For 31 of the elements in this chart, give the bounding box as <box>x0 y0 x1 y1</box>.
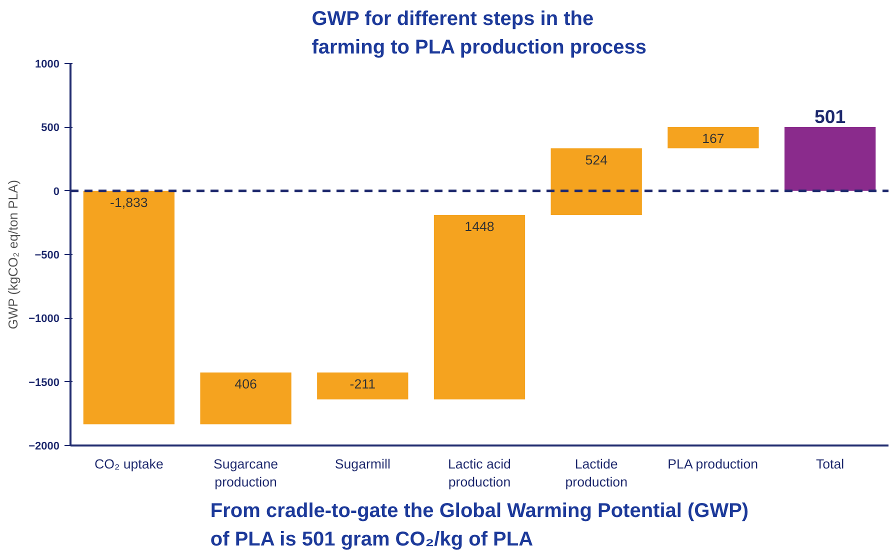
x-tick-label: Sugarcane production <box>214 456 278 490</box>
bar <box>434 215 526 400</box>
y-tick-label: −1000 <box>28 313 60 326</box>
x-tick-label: Lactide production <box>565 456 628 490</box>
data-label: 501 <box>814 106 846 128</box>
data-label: 1448 <box>464 219 494 234</box>
x-tick-label: Sugarmill <box>334 456 390 472</box>
data-label: 524 <box>585 152 608 168</box>
chart-title: GWP for different steps in the farming to PLA production process <box>312 8 647 58</box>
bar <box>668 127 759 148</box>
x-tick-label: CO₂ uptake <box>94 456 164 472</box>
data-label: 406 <box>234 376 257 392</box>
x-tick-label: Total <box>816 456 844 472</box>
x-tick-label: PLA production <box>668 456 758 472</box>
y-tick-label: 500 <box>41 122 60 134</box>
y-tick-label: 0 <box>53 186 60 198</box>
data-label: -1,833 <box>110 194 148 210</box>
y-axis-title: GWP (kgCO₂ eq/ton PLA) <box>6 180 21 330</box>
y-tick-label: 1000 <box>35 58 60 70</box>
bar <box>83 190 175 424</box>
bar <box>784 127 876 191</box>
y-tick-label: −500 <box>34 250 60 262</box>
text: From cradle-to-gate the Global Warming Potential (GWP) of PLA is 501 gram CO₂/kg of PLA <box>210 500 749 550</box>
data-label: -211 <box>350 376 376 392</box>
y-tick-label: −2000 <box>28 440 60 452</box>
x-tick-label: Lactic acid production <box>448 456 511 490</box>
bar <box>200 372 292 424</box>
data-label: 167 <box>702 131 724 146</box>
bar <box>550 148 642 216</box>
y-tick-label: −1500 <box>28 376 60 389</box>
bar <box>317 372 408 400</box>
